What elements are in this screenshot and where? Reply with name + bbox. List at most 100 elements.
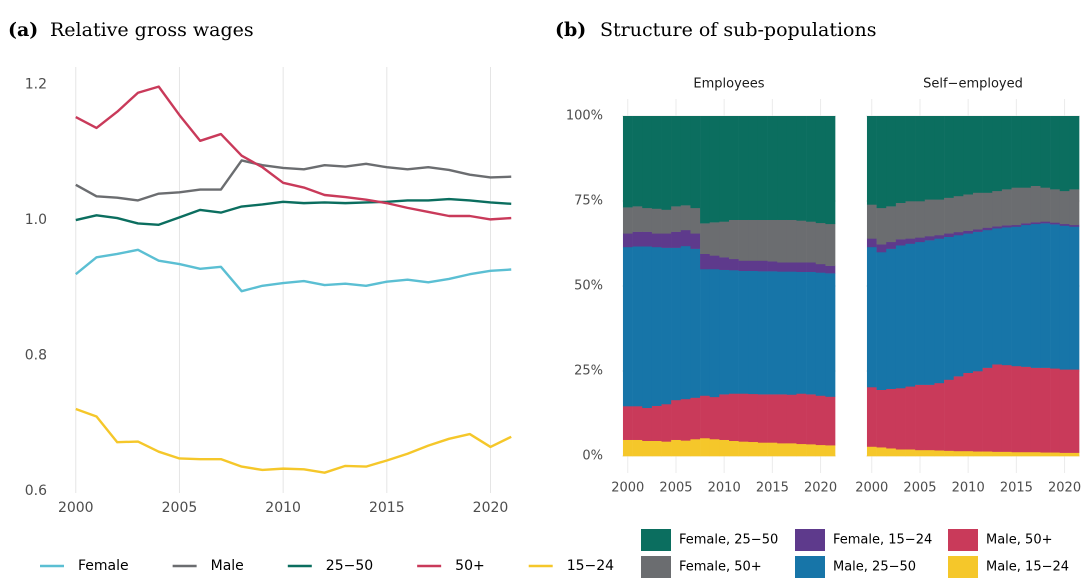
bar-segment bbox=[982, 192, 993, 228]
legend-label: Male bbox=[211, 558, 244, 574]
bar-segment bbox=[690, 116, 701, 209]
bar-segment bbox=[944, 197, 955, 234]
legend-label: 15−24 bbox=[567, 558, 614, 574]
bar-segment bbox=[876, 244, 887, 253]
bar-segment bbox=[642, 116, 653, 209]
x-tick-label: 2005 bbox=[659, 481, 692, 496]
bar-segment bbox=[661, 441, 672, 457]
bar-segment bbox=[982, 227, 993, 231]
bar-segment bbox=[642, 440, 653, 457]
bar-segment bbox=[992, 226, 1003, 229]
bar-segment bbox=[1001, 225, 1012, 228]
bar-segment bbox=[895, 239, 906, 246]
bar-segment bbox=[622, 233, 633, 248]
bar-segment bbox=[757, 394, 768, 443]
bar-segment bbox=[886, 116, 897, 207]
bar-segment bbox=[786, 443, 797, 457]
bar-segment bbox=[1050, 368, 1061, 453]
y-tick-label: 100% bbox=[566, 109, 603, 124]
bar-segment bbox=[700, 223, 711, 254]
bar-segment bbox=[757, 116, 768, 220]
bar-segment bbox=[680, 205, 691, 231]
bar-segment bbox=[1040, 116, 1051, 188]
legend-swatch bbox=[641, 556, 671, 578]
bar-segment bbox=[1030, 367, 1041, 453]
bar-segment bbox=[700, 253, 711, 270]
bar-segment bbox=[719, 394, 730, 440]
bar-segment bbox=[825, 116, 836, 225]
bar-segment bbox=[895, 245, 906, 389]
bar-segment bbox=[953, 450, 964, 457]
bar-segment bbox=[1040, 221, 1051, 224]
bar-segment bbox=[738, 270, 749, 394]
bar-segment bbox=[934, 199, 945, 236]
x-tick-label: 2010 bbox=[265, 500, 301, 516]
legend-swatch bbox=[948, 529, 978, 551]
bar-segment bbox=[982, 451, 993, 457]
bar-segment bbox=[806, 116, 817, 222]
legend-label: Female, 15−24 bbox=[833, 533, 932, 548]
y-tick-label: 75% bbox=[574, 194, 603, 209]
bar-segment bbox=[767, 394, 778, 443]
bar-segment bbox=[748, 441, 759, 457]
bar-segment bbox=[895, 202, 906, 240]
bar-segment bbox=[671, 439, 682, 457]
legend-label: Male, 25−50 bbox=[833, 560, 916, 575]
bar-segment bbox=[709, 255, 720, 270]
bar-segment bbox=[815, 222, 826, 265]
bar-segment bbox=[700, 116, 711, 224]
bar-segment bbox=[796, 443, 807, 457]
bar-segment bbox=[963, 372, 974, 452]
bar-segment bbox=[973, 116, 983, 193]
y-tick-label: 0% bbox=[582, 449, 603, 464]
bar-segment bbox=[1030, 223, 1041, 368]
y-tick-label: 25% bbox=[574, 364, 603, 379]
bar-segment bbox=[924, 236, 935, 241]
bar-segment bbox=[1001, 364, 1012, 452]
bar-segment bbox=[729, 219, 739, 260]
bar-segment bbox=[953, 235, 964, 377]
bar-segment bbox=[738, 219, 749, 261]
legend-swatch bbox=[795, 529, 825, 551]
bar-segment bbox=[632, 116, 643, 207]
bar-segment bbox=[767, 116, 778, 220]
bar-segment bbox=[1011, 226, 1022, 367]
bar-segment bbox=[729, 116, 739, 220]
bar-segment bbox=[786, 219, 797, 263]
bar-segment bbox=[924, 199, 935, 237]
x-tick-label: 2005 bbox=[903, 481, 936, 496]
bar-segment bbox=[690, 248, 701, 398]
bar-segment bbox=[1069, 452, 1080, 457]
bar-segment bbox=[953, 231, 964, 236]
bar-segment bbox=[632, 246, 643, 407]
legend-swatch bbox=[641, 529, 671, 551]
bar-segment bbox=[963, 194, 974, 231]
bar-segment bbox=[934, 235, 945, 239]
bar-segment bbox=[622, 439, 633, 457]
bar-segment bbox=[905, 201, 916, 239]
bar-segment bbox=[748, 270, 759, 395]
bar-segment bbox=[1001, 189, 1012, 226]
x-tick-label: 2000 bbox=[58, 500, 94, 516]
bar-segment bbox=[876, 252, 887, 390]
bar-segment bbox=[905, 449, 916, 457]
panel-label: (b) bbox=[555, 19, 586, 41]
bar-segment bbox=[825, 445, 836, 457]
facet-title: Self−employed bbox=[923, 77, 1023, 92]
y-tick-label: 1.2 bbox=[25, 77, 47, 93]
bar-segment bbox=[700, 437, 711, 457]
bar-segment bbox=[992, 364, 1003, 452]
bar-segment bbox=[642, 231, 653, 247]
bar-segment bbox=[963, 233, 974, 373]
bar-segment bbox=[982, 229, 993, 368]
bar-segment bbox=[632, 406, 643, 440]
bar-segment bbox=[815, 116, 826, 224]
bar-segment bbox=[973, 231, 983, 372]
bar-segment bbox=[767, 219, 778, 262]
bar-segment bbox=[671, 116, 682, 207]
bar-segment bbox=[757, 442, 768, 457]
bar-segment bbox=[757, 260, 768, 272]
bar-segment bbox=[895, 449, 906, 457]
bar-segment bbox=[915, 237, 926, 243]
bar-segment bbox=[1040, 187, 1051, 222]
